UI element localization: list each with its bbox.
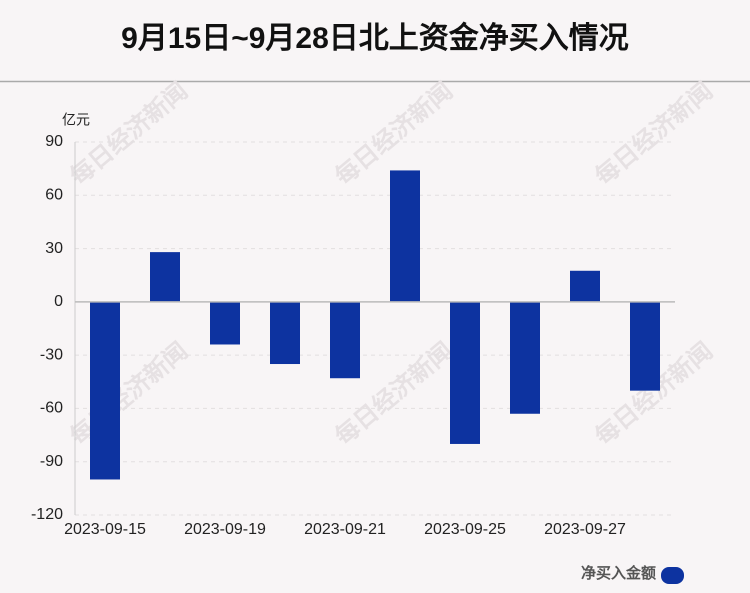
y-tick-label: 0: [54, 293, 63, 310]
y-tick-label: -90: [40, 453, 63, 470]
bar: [510, 301, 540, 414]
x-tick-label: 2023-09-15: [64, 521, 146, 538]
bar: [150, 252, 180, 302]
bar: [570, 270, 600, 302]
x-tick-label: 2023-09-21: [304, 521, 386, 538]
y-tick-label: -30: [40, 346, 63, 363]
y-tick-label: 60: [45, 187, 63, 204]
y-tick-label: -120: [31, 506, 63, 523]
bar: [90, 301, 120, 480]
x-tick-label: 2023-09-27: [544, 521, 626, 538]
bar: [330, 301, 360, 379]
bar: [450, 301, 480, 444]
y-tick-label: -60: [40, 400, 63, 417]
y-unit: 亿元: [62, 112, 90, 128]
x-tick-label: 2023-09-25: [424, 521, 506, 538]
legend-label: 净买入金额: [581, 564, 656, 582]
bar: [630, 301, 660, 391]
bar: [210, 301, 240, 345]
y-tick-label: 90: [45, 133, 63, 150]
bar: [390, 170, 420, 302]
x-tick-label: 2023-09-19: [184, 521, 266, 538]
y-tick-label: 30: [45, 240, 63, 257]
legend-swatch: [661, 567, 684, 584]
bar: [270, 301, 300, 365]
chart-title: 9月15日~9月28日北上资金净买入情况: [121, 21, 629, 55]
